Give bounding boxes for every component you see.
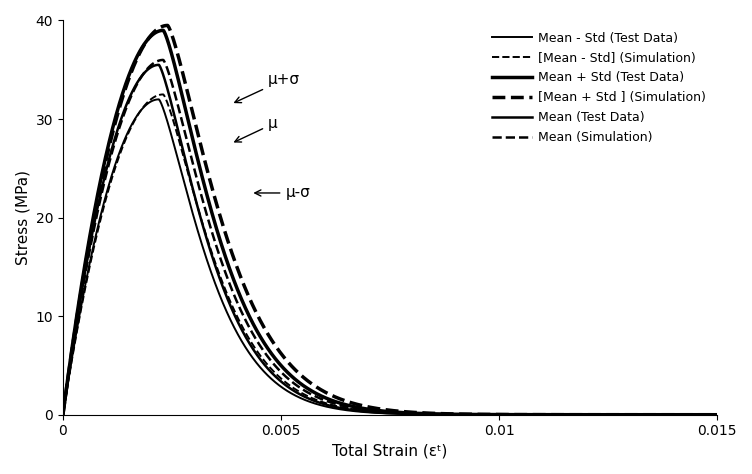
Legend: Mean - Std (Test Data), [Mean - Std] (Simulation), Mean + Std (Test Data), [Mean: Mean - Std (Test Data), [Mean - Std] (Si… — [487, 27, 711, 149]
Line: Mean (Simulation): Mean (Simulation) — [63, 60, 717, 415]
[Mean - Std] (Simulation) — [133, 113, 142, 118]
Mean - Std (Test Data) — [59, 412, 68, 418]
Mean + Std (Test Data) — [713, 412, 722, 418]
Mean (Simulation) — [159, 57, 168, 63]
[Mean + Std ] (Simulation) — [338, 397, 347, 402]
[Mean - Std] (Simulation) — [338, 404, 347, 410]
Mean (Simulation) — [338, 403, 347, 409]
Mean - Std (Test Data) — [172, 152, 181, 157]
Mean (Test Data) — [133, 79, 142, 85]
[Mean + Std ] (Simulation) — [700, 412, 709, 418]
Line: Mean (Test Data): Mean (Test Data) — [63, 65, 717, 415]
[Mean - Std] (Simulation) — [629, 412, 638, 418]
Mean - Std (Test Data) — [154, 97, 163, 102]
Mean (Simulation) — [629, 412, 638, 418]
Mean - Std (Test Data) — [629, 412, 638, 418]
[Mean - Std] (Simulation) — [159, 91, 168, 97]
Mean + Std (Test Data) — [172, 70, 181, 76]
Mean (Test Data) — [154, 62, 163, 68]
Mean (Simulation) — [133, 81, 142, 86]
Mean (Test Data) — [700, 412, 709, 418]
[Mean + Std ] (Simulation) — [713, 412, 722, 418]
Mean (Test Data) — [310, 398, 319, 403]
Y-axis label: Stress (MPa): Stress (MPa) — [15, 170, 30, 265]
Line: Mean - Std (Test Data): Mean - Std (Test Data) — [63, 100, 717, 415]
[Mean - Std] (Simulation) — [59, 412, 68, 418]
Mean (Test Data) — [338, 406, 347, 411]
[Mean + Std ] (Simulation) — [59, 412, 68, 418]
Mean - Std (Test Data) — [700, 412, 709, 418]
Mean + Std (Test Data) — [159, 27, 168, 33]
Line: [Mean + Std ] (Simulation): [Mean + Std ] (Simulation) — [63, 26, 717, 415]
Text: μ+σ: μ+σ — [235, 72, 300, 103]
Text: μ-σ: μ-σ — [255, 185, 311, 201]
[Mean + Std ] (Simulation) — [172, 47, 181, 53]
Mean (Simulation) — [310, 393, 319, 399]
Mean (Test Data) — [59, 412, 68, 418]
Mean + Std (Test Data) — [629, 412, 638, 418]
Mean - Std (Test Data) — [133, 112, 142, 118]
Mean (Simulation) — [713, 412, 722, 418]
Mean + Std (Test Data) — [133, 53, 142, 58]
Mean (Test Data) — [172, 121, 181, 127]
[Mean - Std] (Simulation) — [310, 396, 319, 402]
Line: [Mean - Std] (Simulation): [Mean - Std] (Simulation) — [63, 94, 717, 415]
Line: Mean + Std (Test Data): Mean + Std (Test Data) — [63, 30, 717, 415]
[Mean - Std] (Simulation) — [713, 412, 722, 418]
Mean - Std (Test Data) — [713, 412, 722, 418]
Mean (Simulation) — [172, 98, 181, 103]
Mean + Std (Test Data) — [338, 401, 347, 407]
Mean (Simulation) — [700, 412, 709, 418]
Mean (Test Data) — [713, 412, 722, 418]
Mean - Std (Test Data) — [310, 401, 319, 406]
[Mean + Std ] (Simulation) — [629, 412, 638, 418]
Mean + Std (Test Data) — [59, 412, 68, 418]
Mean + Std (Test Data) — [700, 412, 709, 418]
[Mean + Std ] (Simulation) — [310, 383, 319, 388]
X-axis label: Total Strain (εᵗ): Total Strain (εᵗ) — [332, 444, 447, 459]
[Mean - Std] (Simulation) — [172, 129, 181, 135]
Mean (Simulation) — [59, 412, 68, 418]
[Mean - Std] (Simulation) — [700, 412, 709, 418]
[Mean + Std ] (Simulation) — [133, 55, 142, 60]
Mean - Std (Test Data) — [338, 407, 347, 412]
Mean (Test Data) — [629, 412, 638, 418]
[Mean + Std ] (Simulation) — [163, 23, 172, 28]
Text: μ: μ — [235, 117, 277, 142]
Mean + Std (Test Data) — [310, 390, 319, 395]
